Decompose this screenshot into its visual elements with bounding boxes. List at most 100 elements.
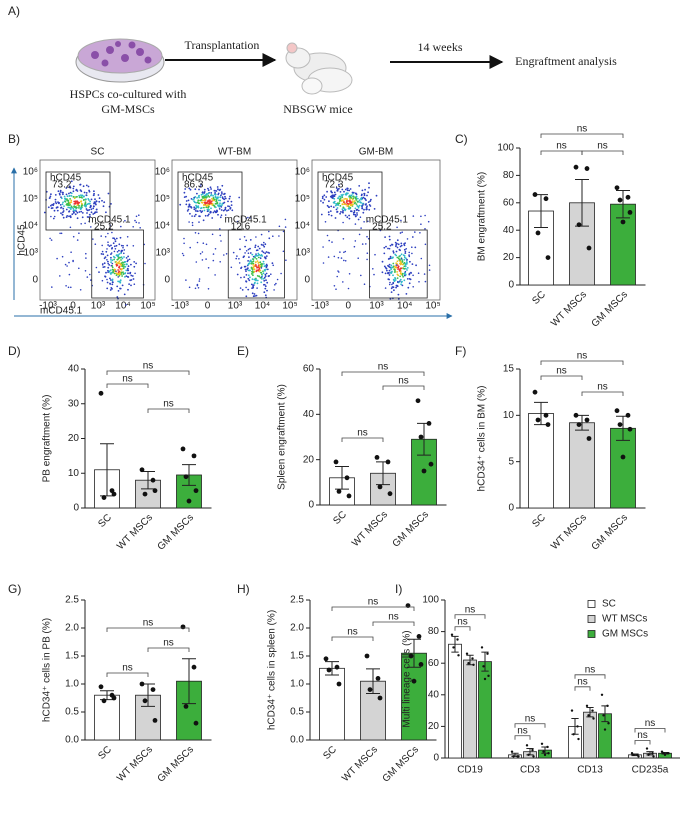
event-dot bbox=[260, 233, 263, 236]
significance-label: ns bbox=[388, 612, 399, 623]
event-dot bbox=[406, 269, 408, 271]
event-dot bbox=[396, 256, 399, 259]
data-point bbox=[428, 461, 434, 467]
event-dot bbox=[404, 252, 407, 255]
event-dot bbox=[245, 270, 247, 272]
event-dot bbox=[68, 206, 71, 209]
y-tick-label: 15 bbox=[503, 364, 515, 375]
event-dot bbox=[352, 200, 354, 203]
event-dot bbox=[368, 208, 371, 211]
event-dot bbox=[258, 247, 261, 250]
event-dot bbox=[59, 275, 61, 277]
event-dot bbox=[185, 200, 188, 202]
y-tick-label: 5 bbox=[508, 456, 514, 467]
event-dot bbox=[405, 248, 408, 250]
event-dot bbox=[252, 284, 255, 287]
event-dot bbox=[183, 196, 186, 199]
event-dot bbox=[343, 190, 345, 193]
event-dot bbox=[210, 202, 213, 205]
event-dot bbox=[200, 201, 203, 204]
event-dot bbox=[84, 201, 87, 204]
event-dot bbox=[107, 241, 109, 243]
event-dot bbox=[195, 204, 197, 207]
event-dot bbox=[407, 286, 410, 289]
event-dot bbox=[253, 293, 256, 295]
event-dot bbox=[200, 193, 203, 196]
significance-label: ns bbox=[577, 351, 588, 362]
event-dot bbox=[219, 199, 222, 202]
event-dot bbox=[95, 266, 98, 269]
event-dot bbox=[245, 295, 248, 298]
y-tick-label: 0.5 bbox=[290, 707, 304, 718]
event-dot bbox=[185, 195, 188, 198]
event-dot bbox=[71, 213, 74, 216]
significance-label: ns bbox=[597, 382, 608, 393]
event-dot bbox=[358, 204, 361, 207]
event-dot bbox=[79, 289, 82, 291]
event-dot bbox=[120, 250, 123, 253]
event-dot bbox=[76, 239, 79, 241]
event-dot bbox=[70, 180, 73, 183]
significance-label: ns bbox=[457, 616, 468, 627]
data-point bbox=[603, 728, 607, 731]
event-dot bbox=[398, 270, 401, 272]
event-dot bbox=[261, 278, 263, 280]
event-dot bbox=[363, 283, 366, 286]
event-dot bbox=[219, 261, 221, 263]
event-dot bbox=[127, 288, 129, 291]
event-dot bbox=[390, 268, 392, 271]
event-dot bbox=[366, 208, 368, 211]
significance-label: ns bbox=[556, 366, 567, 377]
event-dot bbox=[72, 195, 75, 198]
significance-label: ns bbox=[597, 141, 608, 152]
event-dot bbox=[123, 263, 125, 266]
y-tick-label: 80 bbox=[503, 170, 515, 181]
event-dot bbox=[345, 194, 347, 196]
event-dot bbox=[326, 204, 329, 207]
event-dot bbox=[134, 272, 136, 275]
data-point bbox=[662, 752, 665, 755]
event-dot bbox=[106, 278, 108, 281]
event-dot bbox=[385, 245, 387, 248]
event-dot bbox=[369, 200, 372, 203]
error-bar bbox=[100, 443, 114, 497]
event-dot bbox=[194, 188, 197, 191]
event-dot bbox=[357, 209, 360, 212]
event-dot bbox=[218, 208, 221, 210]
event-dot bbox=[228, 205, 231, 208]
event-dot bbox=[334, 193, 337, 196]
event-dot bbox=[368, 204, 371, 206]
event-dot bbox=[346, 187, 349, 190]
event-dot bbox=[190, 206, 193, 209]
data-point bbox=[543, 753, 547, 757]
data-point bbox=[627, 426, 633, 432]
event-dot bbox=[50, 215, 52, 218]
bar bbox=[448, 643, 462, 759]
event-dot bbox=[354, 240, 357, 242]
data-point bbox=[152, 718, 158, 723]
event-dot bbox=[75, 206, 77, 209]
data-point bbox=[183, 474, 189, 480]
event-dot bbox=[388, 272, 390, 274]
event-dot bbox=[327, 211, 330, 214]
y-tick-label: 40 bbox=[503, 225, 515, 236]
event-dot bbox=[133, 283, 136, 286]
y-tick-label: 0 bbox=[304, 275, 310, 286]
event-dot bbox=[330, 205, 333, 208]
event-dot bbox=[263, 263, 265, 265]
event-dot bbox=[366, 258, 368, 261]
data-point bbox=[377, 484, 383, 490]
event-dot bbox=[399, 275, 401, 278]
data-point bbox=[587, 714, 590, 717]
event-dot bbox=[198, 215, 201, 218]
event-dot bbox=[412, 274, 414, 277]
event-dot bbox=[336, 207, 339, 209]
event-dot bbox=[255, 254, 257, 257]
event-dot bbox=[87, 198, 90, 200]
data-point bbox=[592, 717, 595, 720]
data-point bbox=[576, 422, 582, 427]
event-dot bbox=[350, 197, 353, 199]
event-dot bbox=[354, 213, 356, 216]
event-dot bbox=[183, 242, 185, 245]
event-dot bbox=[103, 266, 106, 268]
